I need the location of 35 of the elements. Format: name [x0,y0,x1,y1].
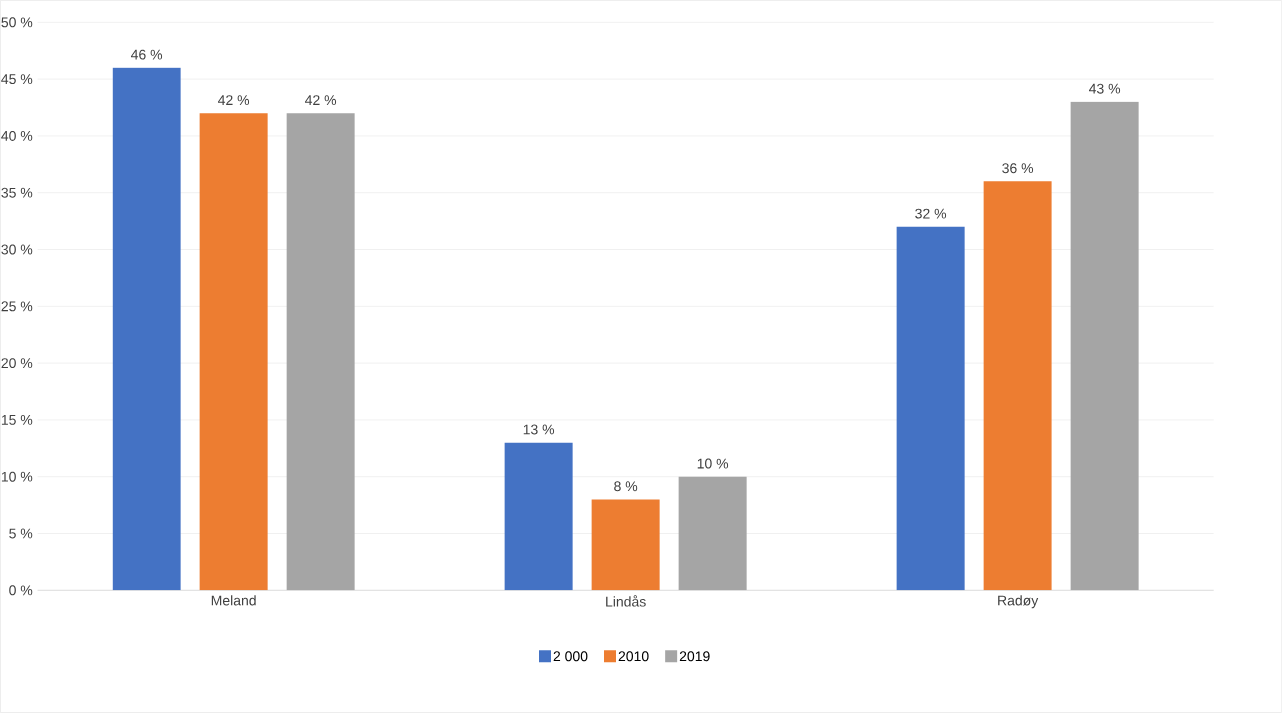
y-tick-label: 20 % [1,358,33,369]
y-tick-label: 25 % [1,301,33,312]
y-tick-label: 15 % [1,414,33,425]
y-tick-label: 0 % [9,585,33,596]
y-tick-label: 10 % [1,471,33,482]
bar [504,442,573,591]
bar [678,476,747,591]
y-tick-label: 40 % [1,130,33,141]
bar [591,499,660,591]
y-tick-label: 30 % [1,244,33,255]
bar [286,113,355,591]
data-label: 13 % [523,424,555,435]
data-label: 8 % [614,481,638,492]
bar [199,113,268,591]
data-label: 32 % [915,208,947,219]
legend-label: 2019 [679,651,710,662]
data-label: 46 % [130,49,163,60]
bar [896,226,965,591]
bar [983,181,1052,591]
y-tick-label: 50 % [1,17,33,28]
y-tick-label: 5 % [9,528,33,539]
bar [1070,101,1139,591]
x-tick-label: Radøy [998,595,1039,609]
y-tick-label: 45 % [1,74,33,85]
data-label: 42 % [218,95,250,105]
bar [112,67,181,591]
x-tick-label: Meland [211,595,256,606]
data-label: 36 % [1002,163,1034,174]
legend-label: 2010 [618,651,649,662]
legend-label: 2 000 [553,651,588,662]
x-tick-label: Lindås [606,595,646,607]
data-label: 43 % [1089,83,1121,94]
y-tick-label: 35 % [1,187,33,198]
data-label: 42 % [304,95,337,105]
data-label: 10 % [697,458,729,469]
